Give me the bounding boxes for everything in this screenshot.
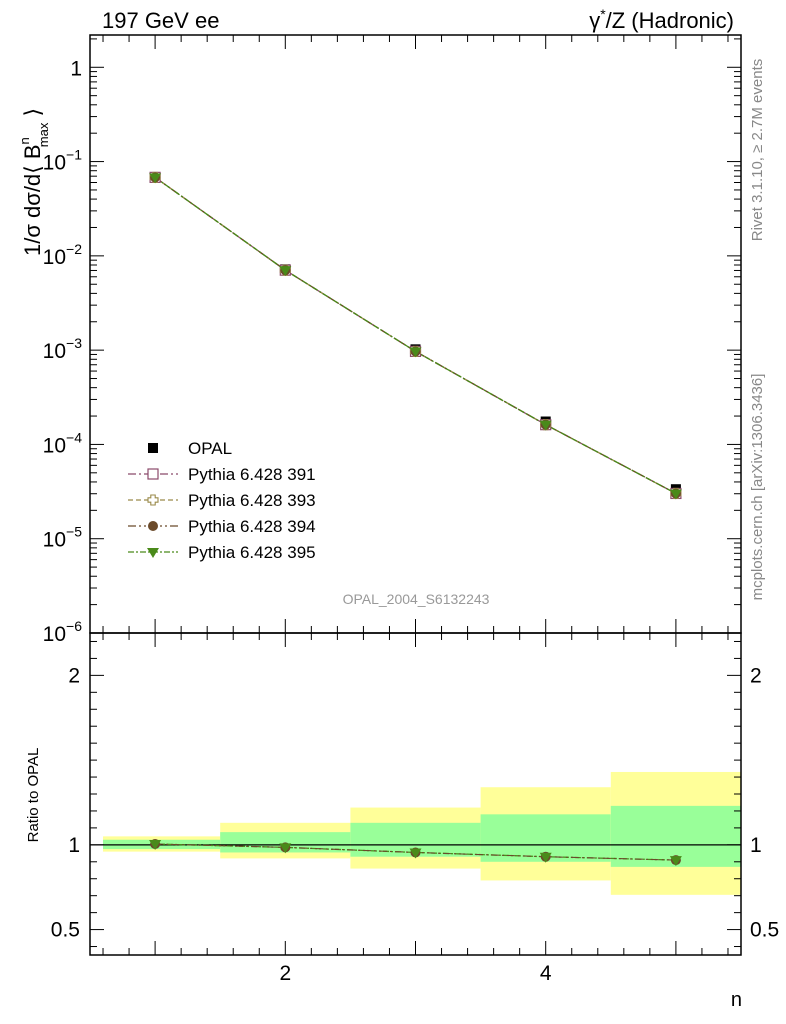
header-right-sup: * — [600, 6, 606, 22]
tick-label-exponent: −2 — [66, 241, 82, 257]
data-point — [149, 173, 162, 184]
main-y-tick-label: 10−3 — [43, 335, 83, 363]
ratio-y-tick-label: 0.5 — [51, 919, 80, 942]
tick-label-exponent: −6 — [66, 618, 82, 634]
ratio-data-point — [669, 856, 682, 867]
ratio-y-tick-label-right: 2 — [750, 664, 762, 687]
rivet-label: Rivet 3.1.10, ≥ 2.7M events — [749, 59, 766, 242]
series-line — [154, 176, 677, 495]
tick-label-exponent: −4 — [66, 429, 82, 445]
data-markers — [149, 171, 682, 867]
header-right-label: γ*/Z (Hadronic) — [589, 6, 734, 33]
tick-label-base: 10 — [43, 246, 66, 269]
legend-label: OPAL — [188, 439, 232, 458]
ratio-data-point — [279, 843, 292, 854]
tick-label-exponent: −5 — [66, 524, 82, 540]
x-axis-label: n — [731, 989, 742, 1011]
tick-label-base: 10 — [43, 152, 66, 175]
data-point — [409, 347, 422, 358]
legend: OPAL Pythia 6.428 391 Pythia 6.428 393 Pyth… — [128, 439, 316, 562]
x-tick-label: 2 — [279, 962, 291, 985]
tick-label-base: 10 — [43, 529, 66, 552]
tick-label-exponent: −3 — [66, 335, 82, 351]
tick-label-base: 1 — [70, 57, 82, 80]
legend-label: Pythia 6.428 391 — [188, 465, 316, 484]
mcplots-label: mcplots.cern.ch [arXiv:1306.3436] — [749, 374, 766, 601]
series-line — [154, 176, 677, 495]
legend-marker — [147, 494, 159, 506]
legend-label: Pythia 6.428 394 — [188, 517, 316, 536]
analysis-watermark: OPAL_2004_S6132243 — [343, 591, 490, 607]
ratio-y-tick-label-right: 1 — [750, 834, 762, 857]
ratio-uncertainty-bands — [103, 771, 741, 895]
main-y-tick-label: 10−5 — [43, 524, 83, 552]
ratio-data-point — [539, 852, 552, 863]
series-line — [154, 176, 677, 495]
series-line — [154, 176, 677, 495]
tick-label-base: 10 — [43, 623, 66, 646]
header-left-label: 197 GeV ee — [102, 8, 219, 33]
main-y-tick-label: 10−2 — [43, 241, 83, 269]
tick-label-base: 10 — [43, 434, 66, 457]
legend-marker — [148, 443, 158, 453]
main-y-tick-label: 10−1 — [43, 147, 83, 175]
ratio-y-tick-label-right: 0.5 — [750, 919, 779, 942]
main-y-tick-label: 10−4 — [43, 429, 83, 457]
main-y-axis-label: 1/σ dσ/d⟨ Bn max ⟩ — [17, 108, 51, 256]
data-point — [279, 266, 292, 277]
main-y-tick-label: 1 — [70, 57, 82, 80]
tick-label-exponent: −1 — [66, 147, 82, 163]
legend-label: Pythia 6.428 395 — [188, 543, 316, 562]
legend-marker — [147, 548, 159, 558]
ratio-y-tick-label: 1 — [68, 834, 80, 857]
data-point — [669, 489, 682, 500]
legend-marker — [147, 468, 159, 480]
legend-label: Pythia 6.428 393 — [188, 491, 316, 510]
axis-ticks — [90, 35, 741, 955]
x-tick-label: 4 — [540, 962, 552, 985]
data-point — [539, 420, 552, 431]
ratio-y-axis-label: Ratio to OPAL — [25, 748, 42, 843]
ratio-data-point — [149, 839, 162, 850]
axis-tick-labels: 110−110−210−310−410−510−62 21 10.5 0.52 4 — [43, 57, 780, 985]
ratio-y-tick-label: 2 — [68, 664, 80, 687]
ratio-band-green — [220, 832, 351, 853]
tick-label-base: 10 — [43, 340, 66, 363]
ratio-data-point — [409, 848, 422, 859]
legend-marker — [148, 521, 158, 531]
main-y-tick-label: 10−6 — [43, 618, 83, 646]
